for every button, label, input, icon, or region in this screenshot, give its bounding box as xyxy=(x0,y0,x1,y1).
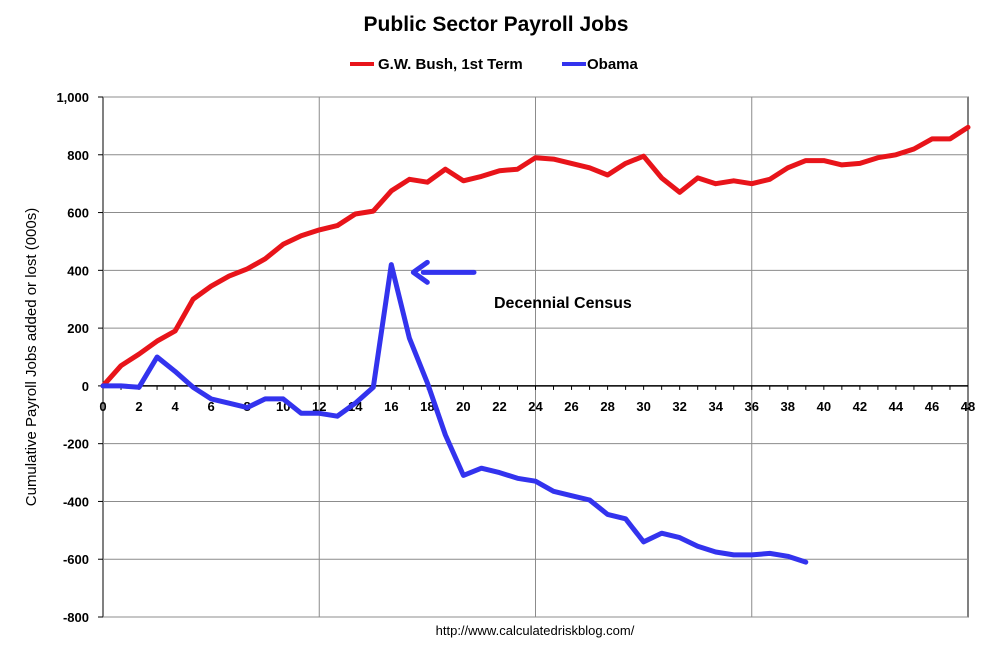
y-tick-label: 0 xyxy=(82,379,89,394)
x-tick-label: 12 xyxy=(312,399,326,414)
annotation-text: Decennial Census xyxy=(494,295,632,312)
x-tick-label: 42 xyxy=(853,399,867,414)
y-tick-label: 200 xyxy=(67,321,89,336)
x-tick-label: 38 xyxy=(781,399,795,414)
x-tick-label: 22 xyxy=(492,399,506,414)
x-tick-label: 40 xyxy=(817,399,831,414)
x-tick-label: 18 xyxy=(420,399,434,414)
legend-label-bush: G.W. Bush, 1st Term xyxy=(378,56,523,73)
legend: G.W. Bush, 1st Term Obama xyxy=(350,56,639,73)
y-tick-label: -200 xyxy=(63,437,89,452)
chart-title: Public Sector Payroll Jobs xyxy=(364,13,629,36)
x-tick-label: 34 xyxy=(708,399,723,414)
x-tick-label: 46 xyxy=(925,399,939,414)
series-line-obama xyxy=(100,262,809,565)
series-layer xyxy=(100,124,971,565)
x-tick-label: 30 xyxy=(636,399,650,414)
y-tick-label: 600 xyxy=(67,206,89,221)
x-tick-label: 24 xyxy=(528,399,543,414)
x-tick-label: 2 xyxy=(135,399,142,414)
x-tick-label: 16 xyxy=(384,399,398,414)
x-tick-label: 48 xyxy=(961,399,975,414)
x-tick-label: 20 xyxy=(456,399,470,414)
x-tick-label: 0 xyxy=(99,399,106,414)
x-tick-label: 26 xyxy=(564,399,578,414)
x-tick-label: 36 xyxy=(745,399,759,414)
y-tick-label: -800 xyxy=(63,610,89,625)
grid xyxy=(103,96,968,618)
y-tick-label: 1,000 xyxy=(56,90,89,105)
x-tick-label: 28 xyxy=(600,399,614,414)
y-tick-label: -400 xyxy=(63,494,89,509)
x-tick-label: 32 xyxy=(672,399,686,414)
annotation-arrow xyxy=(410,259,477,285)
x-tick-label: 44 xyxy=(889,399,904,414)
y-axis-label: Cumulative Payroll Jobs added or lost (0… xyxy=(23,208,40,506)
x-tick-label: 4 xyxy=(171,399,179,414)
y-tick-label: 400 xyxy=(67,263,89,278)
annotation: Decennial Census xyxy=(410,259,632,312)
y-tick-label: 800 xyxy=(67,148,89,163)
annotation-arrow-head xyxy=(410,259,430,285)
legend-label-obama: Obama xyxy=(587,56,639,73)
x-tick-label: 6 xyxy=(208,399,215,414)
series-line-bush xyxy=(100,124,971,389)
y-tick-label: -600 xyxy=(63,552,89,567)
source-text: http://www.calculatedriskblog.com/ xyxy=(436,623,635,638)
